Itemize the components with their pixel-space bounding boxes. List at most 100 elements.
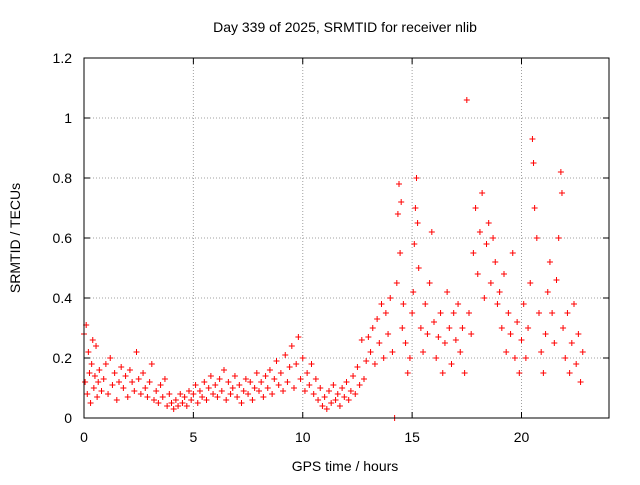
- data-point: [236, 382, 243, 388]
- data-point: [87, 400, 94, 406]
- data-point: [166, 391, 173, 397]
- data-point: [183, 403, 190, 409]
- data-point: [487, 280, 494, 286]
- data-point: [470, 250, 477, 256]
- data-point: [505, 310, 512, 316]
- data-point: [540, 370, 547, 376]
- data-point: [568, 340, 575, 346]
- data-point: [492, 259, 499, 265]
- data-point: [555, 235, 562, 241]
- data-point: [533, 235, 540, 241]
- data-point: [409, 310, 416, 316]
- data-point: [536, 310, 542, 316]
- data-point: [234, 394, 241, 400]
- data-point: [560, 325, 567, 331]
- data-point: [264, 385, 271, 391]
- data-point: [455, 301, 462, 307]
- data-point: [402, 340, 409, 346]
- data-point: [538, 349, 545, 355]
- data-point: [511, 355, 518, 361]
- data-point: [164, 403, 171, 409]
- x-tick-label: 10: [295, 429, 311, 445]
- data-point: [190, 391, 197, 397]
- data-point: [240, 388, 247, 394]
- data-point: [151, 397, 157, 403]
- data-point: [95, 379, 102, 385]
- x-tick-label: 0: [80, 429, 88, 445]
- data-point: [186, 388, 192, 394]
- data-point: [457, 349, 464, 355]
- data-point: [332, 397, 339, 403]
- data-point: [361, 376, 367, 382]
- data-point: [301, 388, 308, 394]
- data-point: [334, 391, 341, 397]
- data-point: [140, 370, 147, 376]
- data-point: [483, 241, 490, 247]
- data-point: [159, 394, 166, 400]
- data-point: [382, 310, 389, 316]
- data-point: [245, 391, 252, 397]
- data-point: [439, 370, 446, 376]
- data-point: [575, 331, 582, 337]
- data-point: [271, 376, 278, 382]
- data-point: [199, 394, 206, 400]
- data-point: [262, 373, 269, 379]
- data-point: [437, 310, 444, 316]
- data-point: [343, 379, 350, 385]
- data-point: [468, 331, 475, 337]
- data-point: [369, 325, 376, 331]
- data-point: [96, 367, 103, 373]
- data-point: [579, 349, 586, 355]
- data-point: [530, 160, 537, 166]
- chart-title: Day 339 of 2025, SRMTID for receiver nli…: [213, 19, 477, 35]
- data-point: [501, 271, 507, 277]
- data-point: [229, 385, 236, 391]
- data-point: [181, 394, 188, 400]
- data-point: [441, 340, 448, 346]
- data-point: [479, 190, 486, 196]
- data-point: [404, 370, 411, 376]
- data-point: [417, 325, 424, 331]
- data-point: [203, 397, 210, 403]
- data-point: [354, 364, 361, 370]
- data-point: [490, 235, 497, 241]
- data-point: [365, 334, 372, 340]
- data-point: [196, 388, 203, 394]
- data-point: [93, 343, 100, 349]
- data-point: [258, 379, 265, 385]
- data-point: [242, 376, 249, 382]
- data-point: [120, 385, 127, 391]
- data-point: [90, 385, 97, 391]
- data-point: [387, 295, 394, 301]
- data-point: [293, 361, 300, 367]
- data-point: [111, 370, 118, 376]
- data-point: [459, 325, 466, 331]
- data-point: [227, 391, 234, 397]
- data-point: [525, 325, 532, 331]
- data-point: [566, 370, 573, 376]
- data-point: [315, 397, 322, 403]
- y-tick-label: 0.2: [53, 350, 73, 366]
- data-point: [179, 400, 186, 406]
- data-point: [363, 358, 370, 364]
- data-point: [571, 301, 577, 307]
- data-point: [286, 364, 293, 370]
- data-point: [86, 370, 93, 376]
- data-point: [551, 340, 558, 346]
- data-point: [212, 382, 219, 388]
- data-point: [256, 388, 262, 394]
- data-point: [133, 349, 140, 355]
- data-point: [89, 337, 96, 343]
- data-point: [498, 325, 505, 331]
- data-point: [105, 391, 112, 397]
- data-point: [573, 361, 580, 367]
- data-point: [476, 229, 483, 235]
- data-point: [172, 397, 179, 403]
- data-point: [397, 250, 404, 256]
- data-point: [321, 394, 328, 400]
- data-point: [277, 370, 284, 376]
- data-point: [102, 361, 109, 367]
- data-point: [350, 373, 357, 379]
